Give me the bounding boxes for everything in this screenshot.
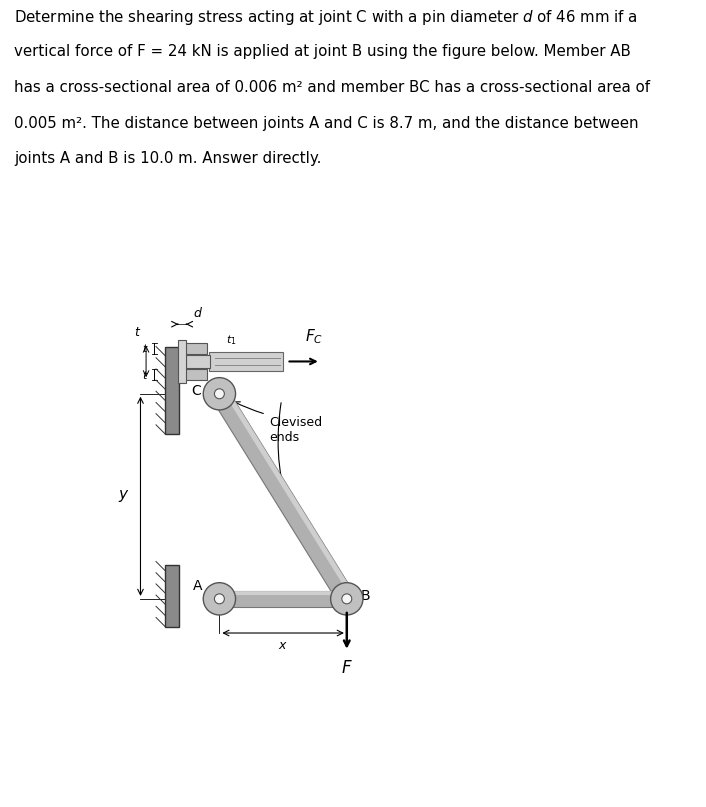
Text: $t$: $t$	[143, 342, 149, 354]
Text: joints A and B is 10.0 m. Answer directly.: joints A and B is 10.0 m. Answer directl…	[14, 152, 321, 166]
Text: Determine the shearing stress acting at joint C with a pin diameter $d$ of 46 mm: Determine the shearing stress acting at …	[14, 8, 638, 27]
Text: vertical force of F = 24 kN is applied at joint B using the figure below. Member: vertical force of F = 24 kN is applied a…	[14, 44, 631, 59]
Polygon shape	[212, 389, 354, 604]
Text: $d$: $d$	[193, 307, 203, 320]
Text: $x$: $x$	[278, 639, 288, 652]
Circle shape	[215, 389, 225, 399]
Bar	[179, 343, 207, 354]
Text: B: B	[361, 589, 370, 603]
Text: 0.005 m². The distance between joints A and C is 8.7 m, and the distance between: 0.005 m². The distance between joints A …	[14, 115, 639, 131]
Text: $y$: $y$	[118, 488, 129, 504]
Bar	[165, 565, 179, 627]
Polygon shape	[220, 591, 347, 607]
Polygon shape	[223, 389, 354, 596]
Circle shape	[203, 583, 236, 615]
Bar	[179, 369, 207, 380]
Circle shape	[342, 594, 352, 604]
Text: $t$: $t$	[134, 326, 142, 339]
Bar	[186, 355, 210, 368]
Text: has a cross-sectional area of 0.006 m² and member BC has a cross-sectional area : has a cross-sectional area of 0.006 m² a…	[14, 80, 650, 94]
Text: Clevised
ends: Clevised ends	[269, 416, 322, 444]
Text: $F$: $F$	[341, 659, 353, 677]
Circle shape	[203, 378, 236, 410]
Polygon shape	[220, 591, 347, 596]
Circle shape	[215, 594, 225, 604]
Text: A: A	[193, 579, 202, 593]
Text: $t$: $t$	[143, 369, 149, 381]
Text: C: C	[191, 384, 201, 399]
Bar	[179, 341, 186, 383]
Text: $t_1$: $t_1$	[226, 332, 237, 346]
Text: $F_C$: $F_C$	[306, 327, 323, 346]
Bar	[165, 347, 179, 434]
Bar	[209, 352, 283, 371]
Circle shape	[330, 583, 363, 615]
